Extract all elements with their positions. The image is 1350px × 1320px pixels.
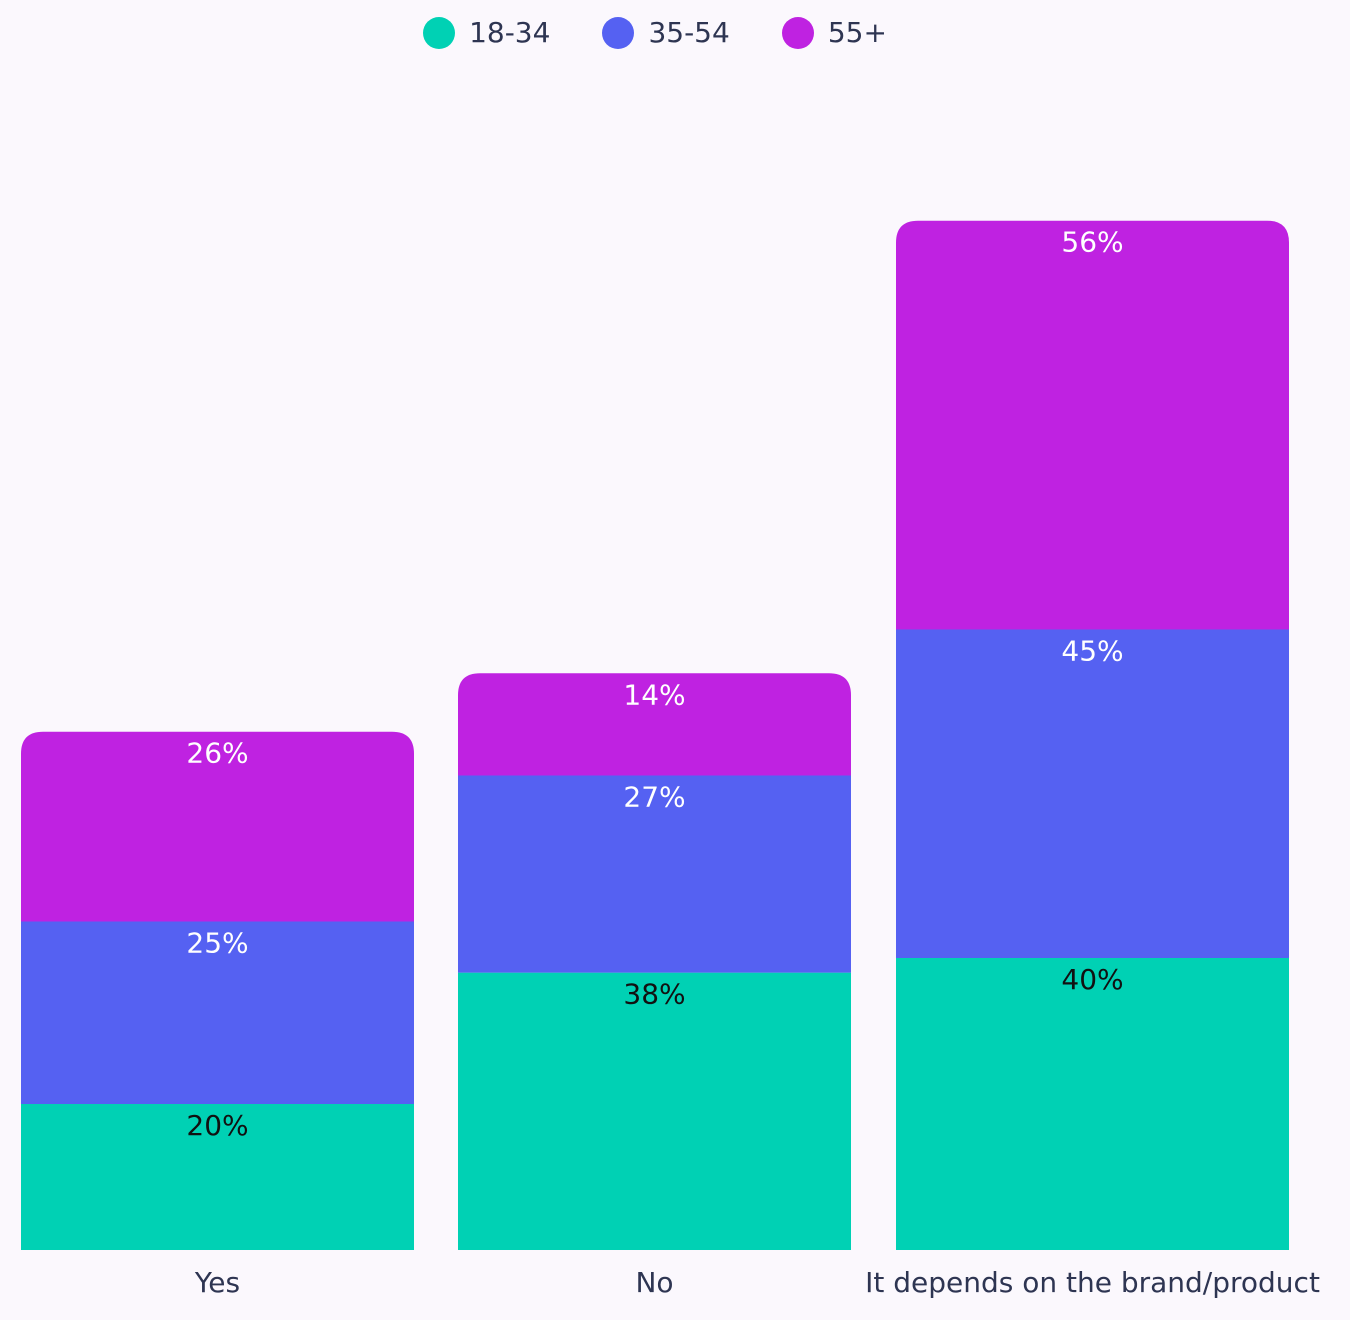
legend-swatch-18-34 bbox=[423, 16, 456, 49]
legend-swatch-35-54 bbox=[602, 16, 635, 49]
bar-segment-yes-18-34[interactable] bbox=[21, 1104, 414, 1250]
data-label-yes-18-34: 20% bbox=[186, 1109, 248, 1142]
bar-segment-no-55-plus[interactable] bbox=[458, 673, 851, 776]
legend: 18-34 35-54 55+ bbox=[0, 16, 1350, 49]
data-label-yes-35-54: 25% bbox=[186, 927, 248, 960]
bar-segment-no-18-34[interactable] bbox=[458, 972, 851, 1250]
legend-item-35-54[interactable]: 35-54 bbox=[602, 16, 730, 49]
data-label-yes-55-plus: 26% bbox=[186, 737, 248, 770]
category-label-it-depends-on-the-brand-product: It depends on the brand/product bbox=[865, 1266, 1320, 1299]
data-label-it-depends-on-the-brand-product-35-54: 45% bbox=[1061, 635, 1123, 668]
legend-item-18-34[interactable]: 18-34 bbox=[423, 16, 550, 49]
legend-item-55-plus[interactable]: 55+ bbox=[781, 16, 887, 49]
category-label-no: No bbox=[635, 1266, 673, 1299]
legend-swatch-55-plus bbox=[781, 16, 814, 49]
data-label-no-35-54: 27% bbox=[623, 781, 685, 814]
data-label-no-18-34: 38% bbox=[623, 978, 685, 1011]
legend-label-35-54: 35-54 bbox=[648, 16, 730, 49]
data-label-it-depends-on-the-brand-product-55-plus: 56% bbox=[1061, 226, 1123, 259]
category-label-yes: Yes bbox=[194, 1266, 240, 1299]
bar-segment-it-depends-on-the-brand-product-35-54[interactable] bbox=[896, 629, 1289, 959]
legend-label-55-plus: 55+ bbox=[827, 16, 887, 49]
bar-segment-yes-55-plus[interactable] bbox=[21, 731, 414, 922]
bar-segment-no-35-54[interactable] bbox=[458, 775, 851, 973]
data-label-it-depends-on-the-brand-product-18-34: 40% bbox=[1061, 963, 1123, 996]
bar-segment-yes-35-54[interactable] bbox=[21, 921, 414, 1105]
data-label-no-55-plus: 14% bbox=[623, 678, 685, 711]
bar-segment-it-depends-on-the-brand-product-18-34[interactable] bbox=[896, 958, 1289, 1250]
legend-label-18-34: 18-34 bbox=[469, 16, 551, 49]
bar-segment-it-depends-on-the-brand-product-55-plus[interactable] bbox=[896, 220, 1289, 630]
